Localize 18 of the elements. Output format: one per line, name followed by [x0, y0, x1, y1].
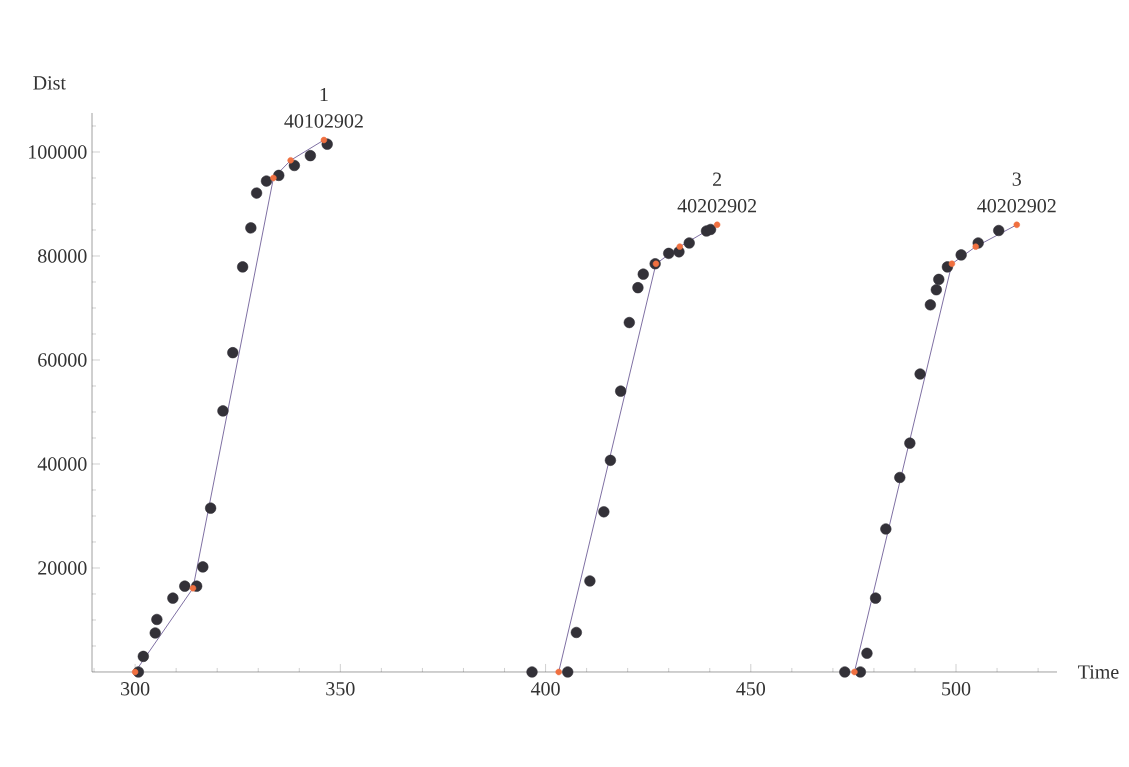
- x-tick-label: 300: [121, 682, 150, 696]
- annotation: 40102902: [284, 114, 363, 128]
- annotation: 2: [713, 172, 722, 186]
- y-axis-title: Dist: [33, 76, 66, 90]
- y-tick-label: 20000: [38, 561, 87, 575]
- y-tick-label: 100000: [29, 145, 87, 159]
- y-tick-label: 80000: [38, 249, 87, 263]
- x-tick-label: 400: [530, 682, 560, 696]
- x-axis-title: Time: [1078, 665, 1119, 679]
- annotation: 40202902: [677, 199, 757, 213]
- x-tick-label: 350: [326, 682, 355, 696]
- y-tick-label: 60000: [38, 353, 87, 367]
- x-tick-label: 450: [736, 682, 766, 696]
- annotation: 40202902: [977, 199, 1056, 213]
- y-tick-label: 40000: [37, 457, 87, 471]
- annotation: 1: [320, 87, 328, 102]
- annotation: 3: [1012, 172, 1021, 186]
- x-tick-label: 500: [942, 682, 971, 696]
